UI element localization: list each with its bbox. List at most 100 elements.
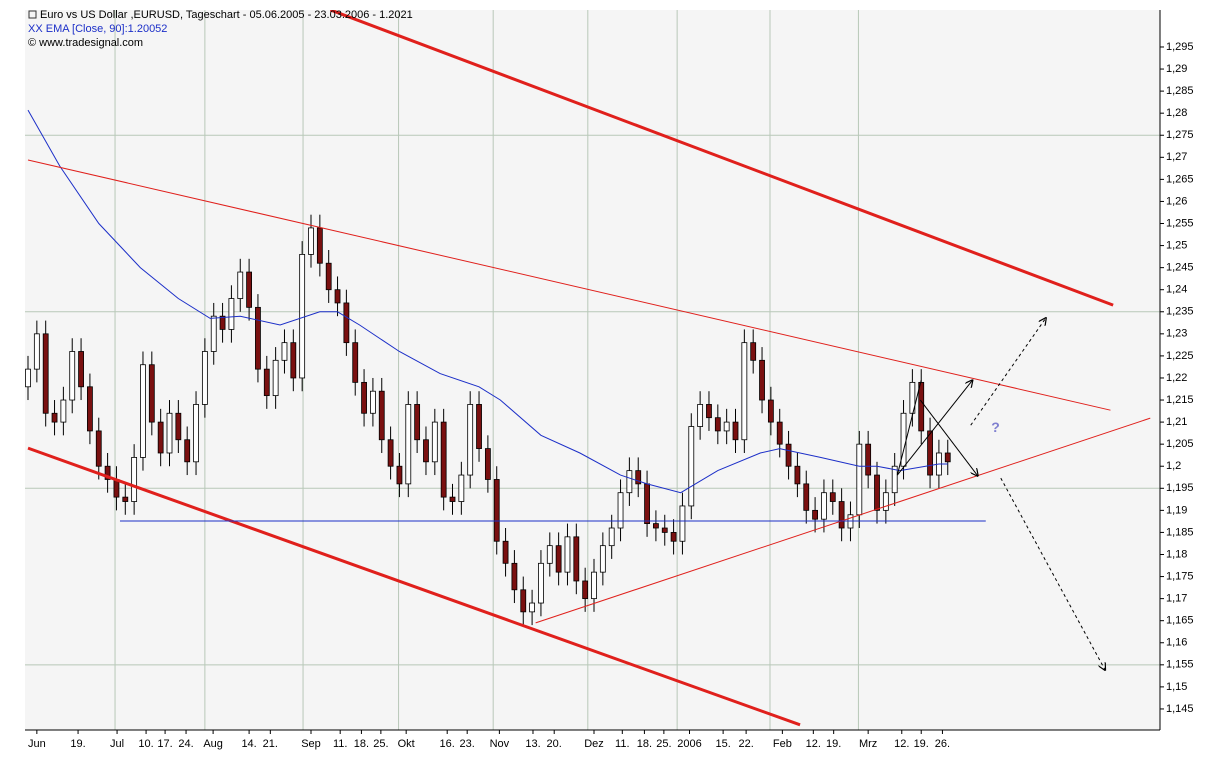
- candle-body: [502, 540, 509, 564]
- y-tick-label: 1,2: [1166, 460, 1181, 472]
- x-tick-label: 25.: [656, 738, 671, 750]
- x-tick-label: 19.: [914, 738, 929, 750]
- x-tick-label: Okt: [398, 738, 415, 750]
- trend-line: [27, 159, 1111, 411]
- candle-body: [263, 368, 270, 397]
- candle-body: [308, 227, 314, 255]
- candle-body: [60, 399, 67, 423]
- candle-body: [599, 545, 606, 573]
- candle-body: [352, 342, 359, 383]
- candle-body: [776, 421, 783, 445]
- y-tick-label: 1,195: [1166, 482, 1194, 494]
- y-tick-label: 1,27: [1166, 151, 1187, 163]
- candle-body: [42, 333, 49, 414]
- trend-line: [896, 380, 922, 476]
- candle-body: [856, 443, 863, 516]
- candle-body: [555, 545, 562, 573]
- legend-icon: [28, 10, 37, 19]
- y-tick-label: 1,235: [1166, 306, 1194, 318]
- candle-body: [697, 404, 704, 427]
- candle-body: [449, 496, 456, 502]
- y-tick-label: 1,23: [1166, 328, 1187, 340]
- candle-body: [679, 505, 686, 542]
- source: © www.tradesignal.com: [28, 37, 143, 49]
- candle-body: [891, 465, 898, 494]
- candle-body: [431, 421, 438, 463]
- trend-line: [329, 10, 1114, 307]
- x-tick-label: 19.: [826, 738, 841, 750]
- y-tick-label: 1,265: [1166, 173, 1194, 185]
- x-tick-label: 12.: [806, 738, 821, 750]
- candle-body: [237, 271, 244, 299]
- candle-body: [767, 399, 774, 423]
- y-tick-label: 1,295: [1166, 41, 1194, 53]
- y-tick-label: 1,26: [1166, 195, 1187, 207]
- y-tick-label: 1,15: [1166, 681, 1187, 693]
- candle-body: [255, 306, 261, 370]
- candle-body: [812, 509, 818, 520]
- candle-body: [148, 364, 155, 423]
- candle-body: [944, 452, 951, 463]
- x-tick-label: 13.: [525, 738, 540, 750]
- y-tick-label: 1,18: [1166, 548, 1187, 560]
- candle-body: [573, 536, 580, 582]
- candle-body: [78, 351, 84, 388]
- candle-body: [405, 404, 412, 485]
- candle-body: [785, 443, 792, 467]
- candle-body: [608, 527, 615, 547]
- y-tick-label: 1,285: [1166, 85, 1194, 97]
- candle-body: [387, 439, 394, 467]
- candle-body: [414, 404, 421, 441]
- plot-area: [25, 10, 1160, 730]
- candle-body: [661, 527, 668, 533]
- x-tick-label: 10.: [138, 738, 153, 750]
- candle-body: [467, 404, 474, 476]
- y-tick-label: 1,165: [1166, 615, 1194, 627]
- candle-body: [299, 253, 306, 379]
- candle-body: [95, 430, 102, 467]
- y-tick-label: 1,255: [1166, 217, 1194, 229]
- x-tick-label: 11.: [333, 738, 347, 750]
- candle-body: [175, 412, 182, 441]
- candle-body: [246, 271, 252, 308]
- candle-body: [741, 342, 748, 441]
- chart-title: Euro vs US Dollar ,EURUSD, Tageschart - …: [40, 9, 413, 21]
- y-tick-label: 1,275: [1166, 129, 1194, 141]
- candle-body: [829, 492, 836, 502]
- ema-label: XX EMA [Close, 90]:1.20052: [28, 23, 167, 35]
- candle-body: [838, 501, 845, 529]
- candle-body: [794, 465, 801, 485]
- x-tick-label: 19.: [70, 738, 85, 750]
- trend-line: [27, 446, 801, 727]
- y-tick-label: 1,16: [1166, 637, 1187, 649]
- candle-body: [131, 457, 138, 502]
- candle-body: [476, 404, 482, 449]
- x-tick-label: Sep: [301, 738, 321, 750]
- candle-body: [803, 483, 810, 511]
- candle-body: [201, 351, 208, 405]
- candle-body: [361, 381, 367, 414]
- candle-body: [272, 359, 279, 397]
- candle-body: [882, 492, 889, 511]
- x-tick-label: 2006: [677, 738, 701, 750]
- x-tick-label: 20.: [547, 738, 562, 750]
- candle-body: [626, 470, 633, 494]
- x-tick-label: 14.: [241, 738, 256, 750]
- candle-body: [511, 562, 518, 591]
- y-tick-label: 1,19: [1166, 504, 1187, 516]
- candle-body: [281, 342, 288, 361]
- candle-body: [25, 368, 31, 388]
- trend-line: [919, 399, 977, 476]
- candle-body: [219, 315, 226, 330]
- candle-body: [644, 483, 650, 524]
- candle-body: [546, 545, 553, 564]
- candle-body: [706, 404, 712, 419]
- candle-body: [670, 532, 677, 542]
- x-tick-label: 22.: [738, 738, 753, 750]
- candle-body: [157, 421, 164, 454]
- candle-body: [458, 474, 465, 502]
- candle-body: [688, 426, 695, 507]
- trend-line: [970, 318, 1046, 426]
- candle-body: [538, 562, 544, 604]
